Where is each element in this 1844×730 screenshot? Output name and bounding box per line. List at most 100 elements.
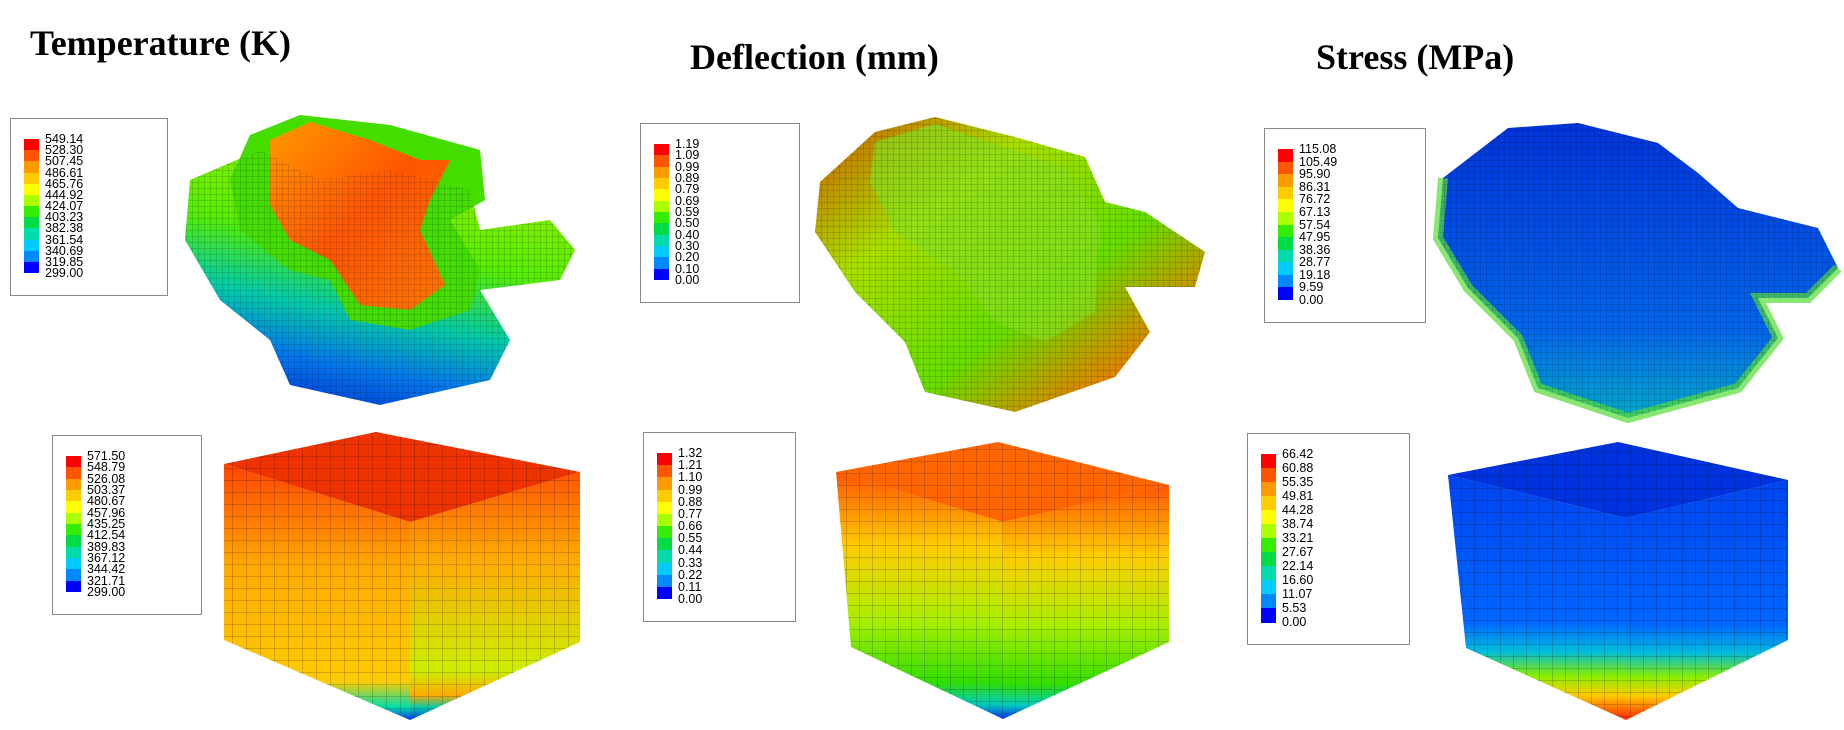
legend-color-band: [1278, 287, 1293, 301]
legend-label: 0.22: [678, 567, 703, 582]
legend-label: 5.53: [1282, 601, 1307, 615]
legend-color-band: [654, 178, 669, 190]
legend-color-band: [654, 234, 669, 247]
legend-label: 344.42: [87, 562, 126, 577]
legend-color-band: [1278, 174, 1293, 188]
legend-label: 340.69: [45, 243, 84, 258]
legend-color-band: [1261, 608, 1276, 623]
legend-label: 0.66: [678, 519, 703, 533]
legend-label: 27.67: [1282, 545, 1314, 559]
legend-color-band: [657, 465, 672, 478]
legend-color-band: [24, 150, 39, 162]
legend-color-band: [66, 524, 81, 536]
legend-label: 1.09: [675, 148, 700, 163]
legend-label: 0.88: [678, 494, 703, 509]
temperature-part-contour: [185, 115, 575, 405]
legend-label: 0.33: [678, 555, 703, 570]
legend-label: 457.96: [87, 505, 126, 520]
legend-color-band: [24, 261, 39, 274]
legend-color-band: [654, 223, 669, 236]
legend-color-band: [1278, 199, 1293, 213]
legend-label: 38.36: [1299, 242, 1331, 257]
legend-color-band: [66, 546, 81, 559]
legend-color-band: [66, 478, 81, 491]
legend-label: 0.10: [675, 261, 700, 276]
legend-color-band: [66, 490, 81, 502]
legend-label: 480.67: [87, 494, 126, 509]
legend-label: 0.44: [678, 543, 703, 558]
legend-colorbar: [24, 139, 39, 274]
legend-label: 0.00: [1282, 615, 1307, 629]
legend-label: 424.07: [45, 199, 84, 213]
legend-color-band: [657, 489, 672, 503]
legend-label: 389.83: [87, 539, 126, 554]
legend-color-band: [654, 200, 669, 213]
legend-label: 44.28: [1282, 503, 1314, 517]
legend-label: 95.90: [1299, 167, 1331, 182]
legend-label: 507.45: [45, 154, 84, 169]
legend-colorbar: [66, 456, 81, 593]
legend-color-band: [66, 535, 81, 548]
legend-label: 0.00: [1299, 293, 1324, 307]
legend-label: 444.92: [45, 187, 84, 202]
legend-color-band: [1278, 149, 1293, 163]
legend-label: 76.72: [1299, 192, 1331, 207]
legend-label: 465.76: [45, 176, 84, 191]
legend-color-band: [24, 139, 39, 151]
legend-color-band: [1261, 566, 1276, 581]
legend-color-band: [654, 144, 669, 156]
legend-label: 66.42: [1282, 447, 1314, 461]
legend-label: 435.25: [87, 517, 126, 531]
legend-label: 412.54: [87, 528, 126, 543]
legend-color-band: [24, 183, 39, 196]
legend-label: 11.07: [1282, 587, 1313, 601]
stress-title: Stress (MPa): [1316, 37, 1515, 77]
legend-color-band: [1278, 249, 1293, 263]
legend-label: 1.21: [678, 458, 703, 473]
legend-color-band: [24, 217, 39, 229]
legend-color-band: [1278, 274, 1293, 288]
legend-color-band: [1261, 524, 1276, 539]
legend-label: 1.32: [678, 446, 703, 460]
legend-label: 319.85: [45, 254, 84, 269]
legend-color-band: [66, 456, 81, 468]
deflection-title: Deflection (mm): [690, 37, 939, 77]
temp-cube-legend: 571.50 548.79 526.08 503.37 480.67 457.96 435.…: [52, 435, 202, 615]
legend-label: 0.99: [678, 482, 703, 497]
legend-label: 1.10: [678, 470, 703, 485]
legend-label: 367.12: [87, 551, 126, 565]
legend-colorbar: [657, 453, 672, 600]
legend-color-band: [1261, 552, 1276, 567]
legend-label: 67.13: [1299, 204, 1331, 219]
legend-colorbar: [654, 144, 669, 281]
legend-label: 0.11: [678, 579, 702, 594]
legend-color-band: [657, 513, 672, 527]
legend-colorbar: [1278, 149, 1293, 301]
temperature-cube-contour: [224, 432, 580, 720]
legend-color-band: [1278, 224, 1293, 238]
legend-label: 486.61: [45, 165, 84, 180]
legend-label: 38.74: [1282, 517, 1314, 531]
legend-color-band: [654, 155, 669, 168]
legend-label: 16.60: [1282, 573, 1314, 587]
legend-label: 60.88: [1282, 461, 1314, 475]
legend-color-band: [1261, 580, 1276, 595]
legend-color-band: [657, 538, 672, 551]
legend-color-band: [654, 166, 669, 179]
stress-part-contour: [1432, 123, 1842, 424]
legend-label: 361.54: [45, 232, 84, 247]
legend-label: 57.54: [1299, 217, 1331, 232]
legend-color-band: [1278, 186, 1293, 200]
temp-part-legend: 549.14 528.30 507.45 486.61 465.76 444.92 424.…: [10, 118, 168, 296]
legend-color-band: [1261, 496, 1276, 511]
legend-label: 0.79: [675, 182, 700, 197]
deflection-part-contour: [815, 117, 1205, 412]
legend-label: 55.35: [1282, 475, 1314, 489]
legend-color-band: [1261, 538, 1276, 553]
legend-label: 1.19: [675, 137, 700, 151]
legend-color-band: [24, 239, 39, 252]
legend-color-band: [657, 501, 672, 515]
legend-color-band: [654, 212, 669, 224]
legend-label: 0.99: [675, 159, 700, 174]
defl-part-legend: 1.19 1.09 0.99 0.89 0.79 0.69 0.59 0.50 0.40 0.30…: [640, 123, 800, 303]
